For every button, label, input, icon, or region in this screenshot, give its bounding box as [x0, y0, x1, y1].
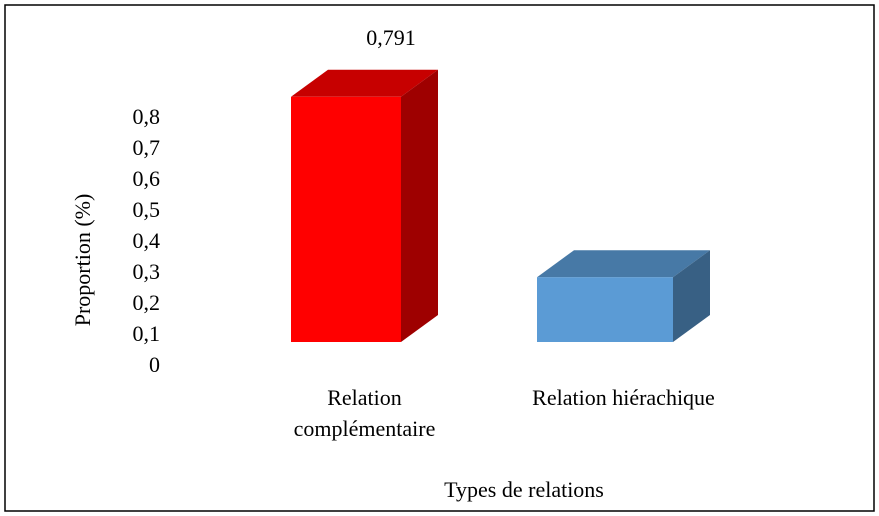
y-tick-label: 0	[149, 352, 160, 377]
y-tick-label: 0,1	[133, 321, 161, 346]
chart-border	[4, 4, 875, 512]
y-tick-label: 0,3	[133, 259, 161, 284]
data-label: 0,791	[366, 25, 416, 50]
x-tick-label: Relation complémentaire	[293, 385, 436, 441]
y-tick-label: 0,2	[133, 290, 161, 315]
bar-top	[291, 69, 438, 97]
x-tick-label: Relation hiérachique	[532, 385, 715, 410]
bar-side	[673, 250, 710, 342]
y-tick-label: 0,4	[133, 228, 161, 253]
y-tick-label: 0,8	[133, 104, 161, 129]
bar-side	[401, 69, 438, 342]
y-tick-label: 0,5	[133, 197, 161, 222]
x-axis-title: Types de relations	[444, 477, 604, 502]
y-axis-title: Proportion (%)	[70, 194, 95, 327]
bar	[291, 96, 401, 342]
y-tick-label: 0,6	[133, 166, 161, 191]
y-tick-label: 0,7	[133, 135, 161, 160]
bar	[537, 277, 673, 342]
bar-top	[537, 250, 710, 278]
